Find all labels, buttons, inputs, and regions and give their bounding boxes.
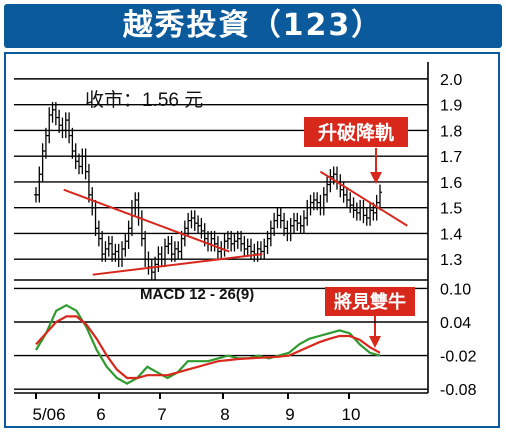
title-bar: 越秀投資（123） — [4, 4, 502, 48]
trendline — [92, 253, 263, 276]
page-title: 越秀投資（123） — [122, 8, 384, 43]
x-tick-label: 10 — [342, 405, 361, 424]
trendline — [319, 170, 408, 227]
x-tick-label: 5/06 — [32, 405, 65, 424]
macd-series-line — [35, 303, 381, 385]
price-panel: 2.0 1.9 1.8 1.7 1.6 1.5 1.4 1.3 — [14, 62, 462, 394]
price-tick-label: 1.4 — [440, 226, 462, 243]
signal-label-macd: 將見雙牛 — [334, 291, 406, 312]
x-axis: 5/06 6 7 8 9 10 — [32, 393, 360, 424]
macd-tick-label: 0.04 — [440, 315, 471, 332]
arrow-head — [370, 172, 382, 184]
signal-callout-price: 升破降軌 — [304, 117, 408, 147]
x-tick-label: 6 — [96, 405, 105, 424]
price-tick-label: 1.3 — [440, 252, 462, 269]
trendline — [63, 188, 230, 253]
macd-tick-label: -0.08 — [440, 382, 477, 399]
price-tick-label: 2.0 — [440, 72, 462, 89]
price-tick-label: 1.8 — [440, 123, 462, 140]
price-tick-label: 1.7 — [440, 149, 462, 166]
macd-title: MACD 12 - 26(9) — [140, 286, 254, 303]
price-tick-label: 1.5 — [440, 201, 462, 218]
chart-frame — [4, 52, 500, 428]
signal-callout-macd: 將見雙牛 — [325, 287, 415, 316]
macd-tick-label: 0.10 — [440, 281, 471, 298]
arrow-head — [369, 336, 381, 348]
macd-panel: 0.10 0.04 -0.02 -0.08 — [14, 281, 477, 399]
price-tick-label: 1.9 — [440, 98, 462, 115]
x-tick-label: 7 — [157, 405, 166, 424]
close-price-label: 收市：1.56 元 — [85, 89, 203, 111]
macd-series-line — [35, 315, 381, 380]
price-tick-label: 1.6 — [440, 175, 462, 192]
x-tick-label: 9 — [285, 405, 294, 424]
x-tick-label: 8 — [220, 405, 229, 424]
macd-tick-label: -0.02 — [440, 349, 477, 366]
signal-label-price: 升破降軌 — [318, 121, 394, 144]
